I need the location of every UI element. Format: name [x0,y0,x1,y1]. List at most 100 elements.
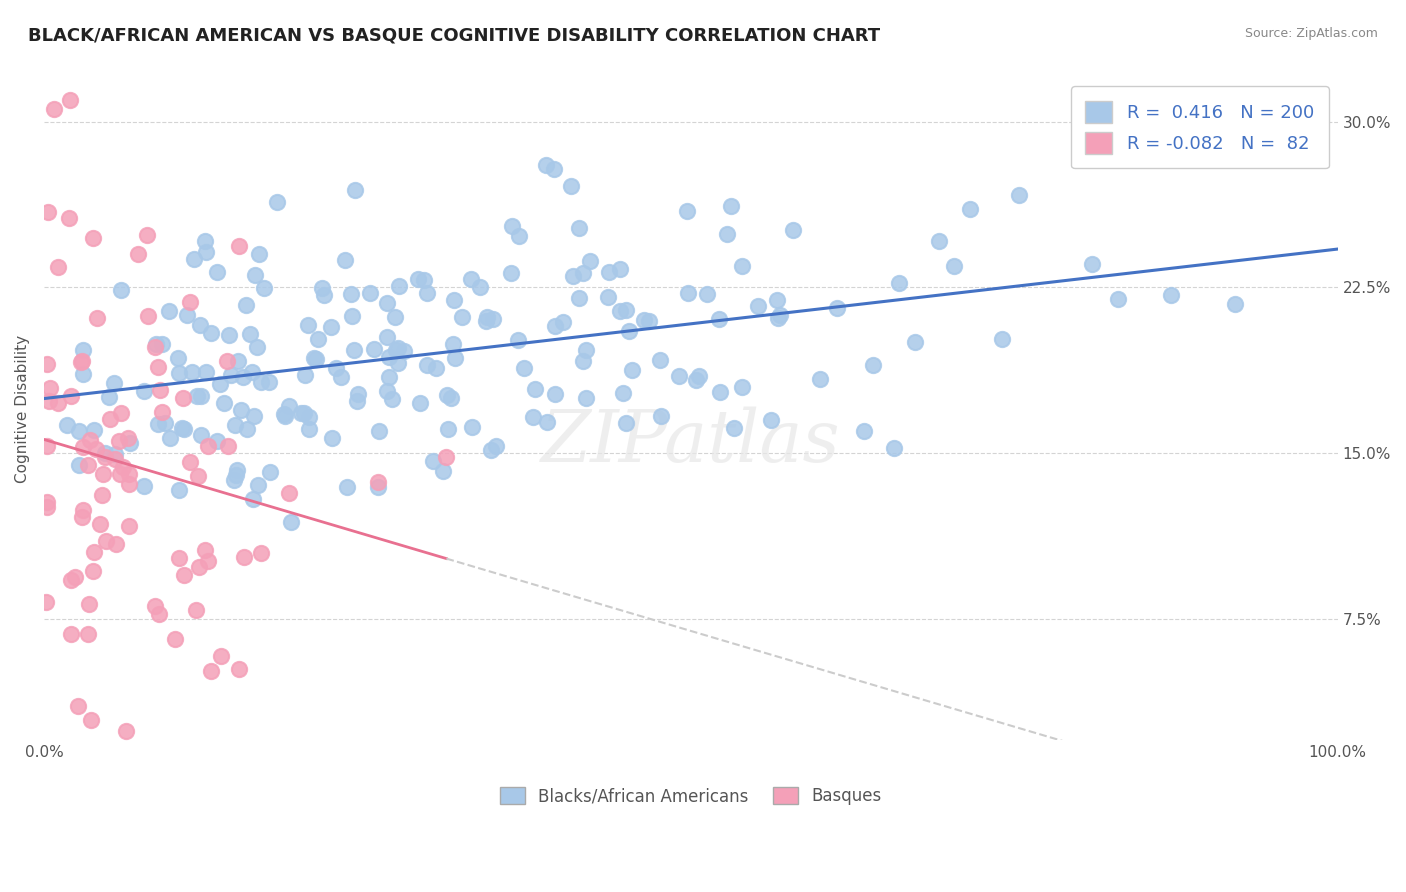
Point [385,343,408,358]
Point [172,391,194,405]
Point [501,266,523,280]
Point [253,281,276,295]
Point [242,492,264,507]
Point [479,443,502,458]
Point [48,260,70,275]
Point [77,627,100,641]
Point [384,310,406,325]
Point [79,433,101,447]
Point [89,516,111,531]
Point [560,178,582,193]
Point [904,334,927,349]
Point [146,360,169,375]
Point [808,372,831,386]
Point [222,473,245,487]
Point [150,337,173,351]
Point [887,276,910,290]
Point [226,463,249,477]
Point [176,308,198,322]
Point [163,632,186,646]
Point [668,368,690,383]
Point [91,467,114,481]
Point [298,410,321,425]
Point [72,343,94,358]
Point [387,341,409,355]
Point [609,262,631,277]
Point [1223,296,1246,310]
Point [688,368,710,383]
Point [416,359,439,373]
Point [250,545,273,559]
Point [108,467,131,482]
Point [367,425,389,439]
Point [325,361,347,376]
Point [157,303,180,318]
Point [246,341,269,355]
Point [143,340,166,354]
Point [346,394,368,409]
Point [768,311,790,326]
Point [232,370,254,384]
Point [451,310,474,324]
Point [145,599,167,613]
Point [460,419,482,434]
Point [148,607,170,621]
Point [145,337,167,351]
Point [336,480,359,494]
Point [195,245,218,260]
Text: Source: ZipAtlas.com: Source: ZipAtlas.com [1244,27,1378,40]
Point [82,564,104,578]
Point [243,268,266,283]
Point [536,415,558,429]
Point [825,301,848,316]
Point [406,271,429,285]
Point [319,320,342,334]
Point [117,431,139,445]
Point [273,407,295,421]
Point [676,285,699,300]
Point [209,376,232,391]
Point [59,627,82,641]
Point [298,422,321,436]
Point [650,409,672,424]
Point [111,460,134,475]
Point [35,595,58,609]
Point [513,360,536,375]
Point [136,309,159,323]
Point [685,373,707,387]
Point [378,370,401,384]
Point [862,358,884,372]
Point [48,396,70,410]
Point [94,446,117,460]
Point [59,389,82,403]
Point [56,418,79,433]
Point [59,93,82,107]
Point [422,454,444,468]
Point [170,421,193,435]
Point [217,439,239,453]
Point [381,392,404,406]
Point [344,183,367,197]
Point [93,450,115,465]
Point [340,310,363,324]
Point [224,417,246,432]
Point [485,439,508,453]
Point [761,413,783,427]
Point [134,479,156,493]
Point [387,356,409,370]
Point [437,422,460,436]
Point [290,406,312,420]
Point [311,280,333,294]
Point [117,519,139,533]
Point [432,465,454,479]
Point [696,287,718,301]
Point [612,386,634,401]
Point [37,495,59,509]
Point [443,293,465,308]
Point [617,324,640,338]
Point [720,199,742,213]
Point [1081,256,1104,270]
Point [440,391,463,405]
Point [638,313,661,327]
Point [1107,293,1129,307]
